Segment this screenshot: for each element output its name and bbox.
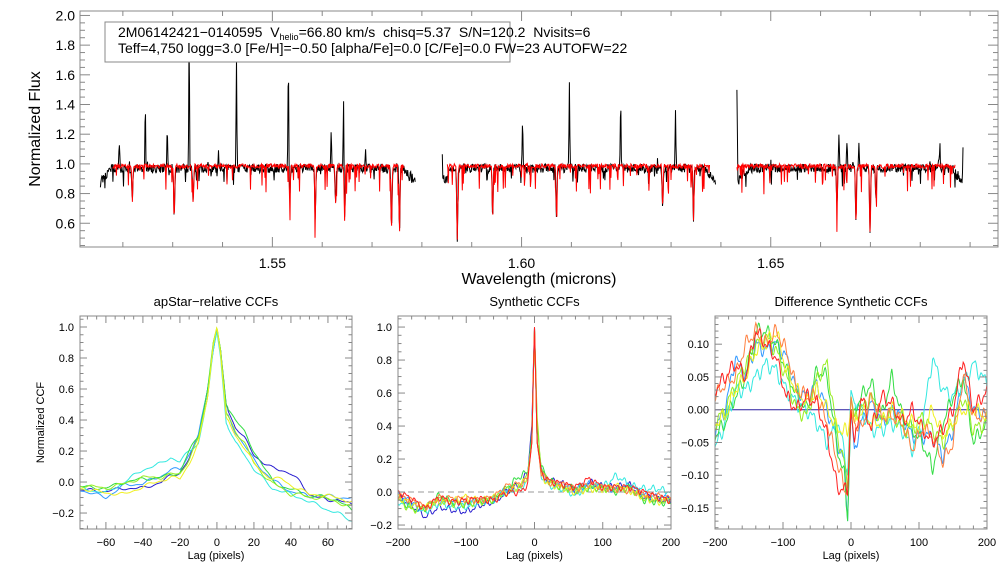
- plot-area: [398, 327, 671, 519]
- spectrum-model-chip-2: [446, 161, 710, 240]
- x-tick-label: −200: [703, 537, 728, 549]
- x-tick-label: 0: [848, 537, 854, 549]
- plot-area: [715, 321, 987, 522]
- x-axis-label: Lag (pixels): [188, 550, 245, 562]
- y-tick-label: 0.2: [377, 454, 392, 466]
- x-tick-label: 1.60: [508, 255, 535, 271]
- y-tick-label: −0.05: [681, 437, 709, 449]
- y-tick-label: 0.10: [688, 339, 709, 351]
- y-tick-label: 0.6: [56, 215, 76, 231]
- y-tick-label: 2.0: [56, 7, 76, 23]
- ccf-line-visit-8: [398, 327, 671, 510]
- chart-title: apStar−relative CCFs: [154, 294, 279, 309]
- y-axis-label: Normalized CCF: [35, 382, 47, 464]
- y-tick-label: −0.10: [681, 470, 709, 482]
- y-tick-label: 0.6: [59, 384, 74, 396]
- x-tick-label: −20: [171, 537, 190, 549]
- x-tick-label: −40: [134, 537, 153, 549]
- header-line-2: Teff=4,750 logg=3.0 [Fe/H]=−0.50 [alpha/…: [118, 40, 627, 56]
- x-tick-label: −100: [454, 537, 479, 549]
- ccf-line-visit-7: [715, 321, 987, 497]
- y-tick-label: 0.05: [688, 372, 709, 384]
- x-axis-label: Wavelength (microns): [461, 271, 616, 288]
- y-tick-label: 1.8: [56, 37, 76, 53]
- plot-area: [80, 326, 352, 522]
- y-tick-label: 0.8: [56, 186, 76, 202]
- spectrum-observed-chip-2: [441, 82, 716, 242]
- y-tick-label: 1.2: [56, 126, 76, 142]
- x-tick-label: 0: [531, 537, 537, 549]
- x-tick-label: 40: [285, 537, 297, 549]
- ccf-line-visit-8: [715, 327, 987, 497]
- x-axis-label: Lag (pixels): [823, 550, 880, 562]
- y-tick-label: 1.6: [56, 67, 76, 83]
- x-tick-label: 1.65: [757, 255, 784, 271]
- y-tick-label: 0.00: [688, 405, 709, 417]
- y-tick-label: 0.8: [377, 355, 392, 367]
- y-tick-label: 0.4: [59, 415, 74, 427]
- chart-title: Synthetic CCFs: [489, 294, 580, 309]
- spectrum-model-chip-3: [736, 161, 956, 232]
- chart-synthetic-ccf: −200 −100 0 100 200 −0.2 0.0 0.2 0.4 0.6 0.8 1.0 Lag…: [370, 294, 680, 562]
- y-axis-label: Normalized Flux: [27, 71, 44, 187]
- x-tick-label: −60: [97, 537, 116, 549]
- x-tick-label: −100: [771, 537, 796, 549]
- ccf-line-visit-3: [715, 357, 987, 476]
- ccf-line-visit-4: [398, 330, 671, 513]
- x-tick-label: 20: [248, 537, 260, 549]
- y-tick-label: 0.6: [377, 388, 392, 400]
- x-tick-label: 200: [662, 537, 680, 549]
- y-tick-label: 0.2: [59, 446, 74, 458]
- y-tick-label: 1.0: [59, 322, 74, 334]
- y-tick-label: −0.15: [681, 503, 709, 515]
- plot-area: [99, 43, 964, 242]
- ccf-line-visit-6: [80, 326, 352, 503]
- ccf-line-visit-2: [715, 339, 987, 522]
- ccf-line-visit-4: [715, 322, 987, 522]
- plot-frame: [79, 315, 353, 530]
- spectrum-observed-chip-1: [99, 43, 416, 229]
- ccf-line-visit-5: [80, 326, 352, 507]
- x-tick-label: −200: [386, 537, 411, 549]
- y-tick-label: 0.4: [377, 421, 392, 433]
- chart-apstar-ccf: −60 −40 −20 0 20 40 60 −0.2 0.0 0.2 0.4 0.6 0.8 1.0 La…: [35, 294, 353, 562]
- y-tick-label: 0.8: [59, 353, 74, 365]
- chart-difference-ccf: −200 −100 0 100 200 −0.15 −0.10 −0.05 0.00 0.05 0.…: [681, 294, 996, 562]
- y-tick-label: 1.0: [56, 156, 76, 172]
- y-tick-label: −0.2: [52, 508, 74, 520]
- fit-summary: =66.80 km/s chisq=5.37 S/N=120.2 Nvisits…: [299, 24, 591, 40]
- x-tick-label: 60: [322, 537, 334, 549]
- x-tick-label: 100: [910, 537, 928, 549]
- header-legend-box: 2M06142421−0140595 Vhelio=66.80 km/s chi…: [104, 21, 627, 63]
- x-axis-label: Lag (pixels): [506, 550, 563, 562]
- x-tick-label: 100: [594, 537, 612, 549]
- x-tick-label: 200: [978, 537, 996, 549]
- header-line-1: 2M06142421−0140595 Vhelio=66.80 km/s chi…: [118, 24, 591, 42]
- star-id-vhelio-label: 2M06142421−0140595 V: [118, 24, 280, 40]
- x-tick-label: 1.55: [259, 255, 286, 271]
- ccf-line-visit-2: [80, 328, 352, 500]
- y-tick-label: 0.0: [59, 477, 74, 489]
- y-tick-label: 0.0: [377, 487, 392, 499]
- spectrum-observed-chip-3: [736, 89, 964, 233]
- y-tick-label: 1.4: [56, 97, 76, 113]
- chart-spectrum: 1.55 1.60 1.65 0.6 0.8 1.0 1.2 1.4 1.6 1.8 2.0 Wave…: [27, 7, 999, 288]
- ccf-line-visit-3: [80, 331, 352, 522]
- y-tick-label: −0.2: [370, 520, 392, 532]
- ccf-line-visit-1: [80, 330, 352, 505]
- x-tick-label: 0: [214, 537, 220, 549]
- y-tick-label: 1.0: [377, 322, 392, 334]
- spectrum-model-chip-1: [112, 162, 405, 238]
- plot-frame: [79, 10, 999, 248]
- chart-title: Difference Synthetic CCFs: [775, 294, 928, 309]
- helio-subscript: helio: [280, 32, 299, 42]
